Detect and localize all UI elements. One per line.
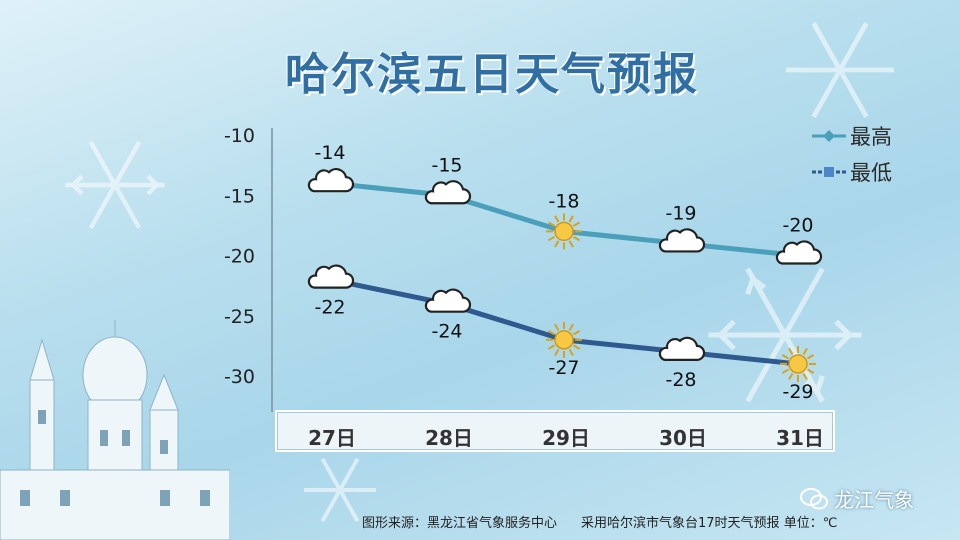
- sun-ray: [568, 215, 574, 223]
- chart-title: 哈尔滨五日天气预报: [285, 49, 699, 100]
- sun-ray: [554, 240, 560, 248]
- high-temp-label: -20: [782, 215, 813, 237]
- cloud-icon: [658, 336, 706, 361]
- x-tick-label: 31日: [776, 426, 824, 450]
- sun-ray: [547, 221, 555, 227]
- cloud-icon: [775, 240, 823, 265]
- sun-ray: [573, 236, 581, 242]
- sun-ray: [547, 236, 555, 242]
- cloud-shape: [424, 288, 472, 313]
- high-temp-label: -19: [665, 202, 696, 224]
- sun-ray: [781, 368, 789, 374]
- sun-ray: [568, 240, 574, 248]
- low-temp-label: -29: [782, 381, 813, 403]
- snowflake-decoration: [304, 457, 376, 523]
- sun-ray: [554, 348, 560, 356]
- y-tick-label: -30: [224, 366, 255, 388]
- sun-ray: [568, 348, 574, 356]
- sun-ray: [568, 323, 574, 331]
- snowflake-decoration: [65, 141, 165, 229]
- cloud-shape: [307, 264, 355, 289]
- cloud-shape: [775, 240, 823, 265]
- chart-legend: 最高 最低: [812, 118, 892, 190]
- y-tick-label: -15: [224, 185, 255, 207]
- low-temp-label: -24: [431, 321, 462, 343]
- sun-disc: [788, 354, 808, 374]
- sun-icon: [546, 213, 582, 250]
- sun-ray: [802, 347, 808, 355]
- wechat-icon: [800, 487, 828, 509]
- sun-ray: [573, 221, 581, 227]
- sun-ray: [781, 354, 789, 360]
- x-tick-label: 30日: [659, 426, 707, 450]
- cloud-icon: [424, 288, 472, 313]
- sun-ray: [573, 344, 581, 350]
- sun-ray: [807, 368, 815, 374]
- legend-item-high: 最高: [812, 118, 892, 154]
- church-illustration: [0, 320, 230, 540]
- cloud-shape: [658, 336, 706, 361]
- high-temp-label: -14: [314, 142, 345, 164]
- sun-ray: [807, 354, 815, 360]
- cloud-shape: [658, 228, 706, 253]
- y-tick-label: -20: [224, 246, 255, 268]
- sun-ray: [788, 347, 794, 355]
- cloud-shape: [307, 168, 355, 193]
- low-temp-label: -27: [548, 357, 579, 379]
- brand-name: 龙江气象: [834, 488, 914, 512]
- snowflake-decoration: [708, 267, 862, 403]
- legend-item-low: 最低: [812, 154, 892, 190]
- legend-swatch-low: [812, 167, 846, 177]
- footer-note: 采用哈尔滨市气象台17时天气预报 单位：℃: [581, 516, 838, 531]
- sun-ray: [547, 344, 555, 350]
- sun-icon: [546, 321, 582, 358]
- sun-ray: [554, 215, 560, 223]
- x-tick-label: 27日: [308, 426, 356, 450]
- x-tick-label: 29日: [542, 426, 590, 450]
- sun-icon: [780, 345, 816, 382]
- low-temp-label: -22: [314, 297, 345, 319]
- cloud-icon: [658, 228, 706, 253]
- high-temp-label: -15: [431, 154, 462, 176]
- low-temp-label: -28: [665, 369, 696, 391]
- y-tick-label: -25: [224, 306, 255, 328]
- legend-label-low: 最低: [850, 161, 892, 185]
- sun-disc: [554, 330, 574, 350]
- sun-ray: [788, 372, 794, 381]
- sun-disc: [554, 221, 574, 242]
- cloud-icon: [307, 264, 355, 289]
- legend-swatch-high: [812, 130, 846, 142]
- sun-ray: [573, 329, 581, 336]
- high-temp-label: -18: [548, 190, 579, 212]
- sun-ray: [547, 329, 555, 336]
- cloud-icon: [424, 180, 472, 205]
- x-tick-label: 28日: [425, 426, 473, 450]
- footer-source: 图形来源：黑龙江省气象服务中心: [362, 516, 558, 531]
- cloud-icon: [307, 168, 355, 193]
- y-tick-label: -10: [224, 125, 255, 147]
- footer: 图形来源：黑龙江省气象服务中心 采用哈尔滨市气象台17时天气预报 单位：℃: [362, 512, 861, 531]
- sun-ray: [802, 372, 808, 381]
- brand: 龙江气象: [800, 484, 914, 513]
- legend-label-high: 最高: [850, 125, 892, 149]
- x-axis-band: 27日 28日 29日 30日 31日: [275, 410, 835, 452]
- sun-ray: [554, 323, 560, 331]
- snowflake-decoration: [786, 22, 894, 118]
- cloud-shape: [424, 180, 472, 205]
